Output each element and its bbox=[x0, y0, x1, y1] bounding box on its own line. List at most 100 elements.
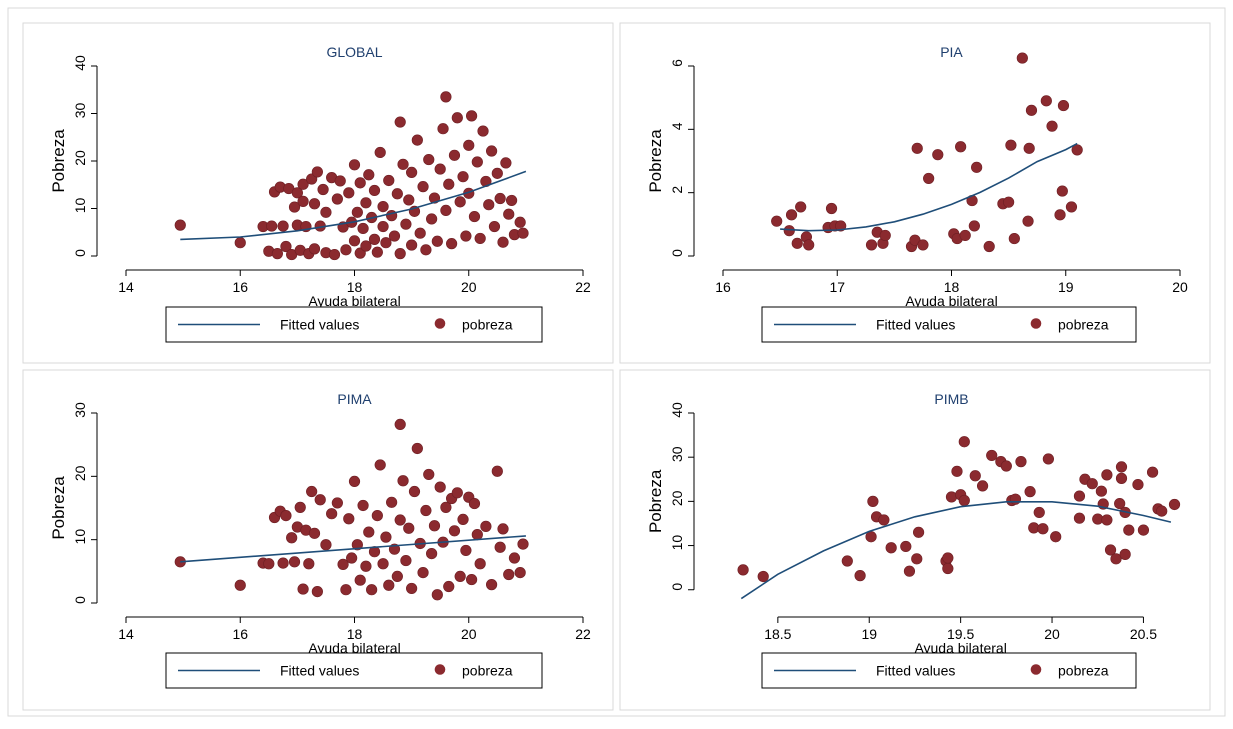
scatter-point bbox=[423, 468, 435, 481]
chart-title: GLOBAL bbox=[326, 44, 382, 60]
scatter-point bbox=[1057, 99, 1070, 112]
legend-label-pobreza: pobreza bbox=[462, 317, 513, 333]
scatter-point bbox=[431, 589, 443, 601]
scatter-point bbox=[386, 496, 398, 508]
legend-point-swatch bbox=[1030, 318, 1042, 329]
scatter-point bbox=[976, 480, 989, 492]
scatter-point bbox=[428, 192, 441, 204]
x-tick-label: 19.5 bbox=[947, 626, 974, 642]
scatter-point bbox=[443, 178, 455, 190]
scatter-point bbox=[360, 560, 372, 572]
scatter-point bbox=[434, 163, 446, 175]
scatter-point bbox=[280, 509, 292, 522]
scatter-point bbox=[288, 556, 301, 568]
scatter-point bbox=[466, 110, 478, 122]
y-tick-label: 0 bbox=[72, 249, 88, 257]
x-tick-label: 20 bbox=[1044, 626, 1060, 642]
legend-point-swatch bbox=[434, 318, 446, 329]
scatter-point bbox=[1073, 512, 1086, 524]
scatter-point bbox=[234, 579, 246, 591]
scatter-point bbox=[1046, 120, 1058, 132]
scatter-point bbox=[280, 240, 292, 253]
scatter-point bbox=[1024, 486, 1036, 498]
chart-title: PIA bbox=[940, 44, 963, 60]
scatter-point bbox=[368, 184, 381, 197]
scatter-point bbox=[420, 244, 432, 256]
scatter-point bbox=[448, 149, 461, 161]
scatter-points bbox=[771, 52, 1083, 253]
y-tick-label: 40 bbox=[72, 55, 88, 71]
scatter-point bbox=[942, 552, 954, 564]
scatter-point bbox=[878, 514, 890, 526]
scatter-point bbox=[431, 235, 443, 247]
scatter-point bbox=[514, 566, 526, 579]
scatter-point bbox=[286, 532, 298, 544]
y-tick-label: 40 bbox=[669, 402, 685, 418]
scatter-point bbox=[1054, 209, 1066, 221]
scatter-point bbox=[471, 528, 483, 541]
x-tick-label: 20 bbox=[461, 626, 477, 642]
scatter-point bbox=[363, 169, 375, 181]
y-tick-label: 20 bbox=[669, 490, 685, 506]
legend: Fitted values pobreza bbox=[761, 306, 1137, 343]
scatter-point bbox=[363, 526, 375, 538]
legend-label-pobreza: pobreza bbox=[1058, 317, 1109, 333]
scatter-point bbox=[505, 194, 518, 207]
scatter-point bbox=[1022, 215, 1034, 227]
x-tick-label: 18 bbox=[347, 626, 363, 642]
scatter-point bbox=[391, 570, 403, 583]
scatter-point bbox=[879, 229, 891, 242]
scatter-point bbox=[308, 198, 321, 210]
scatter-point bbox=[791, 237, 803, 249]
scatter-point bbox=[460, 230, 472, 242]
scatter-point bbox=[1050, 531, 1062, 543]
scatter-point bbox=[514, 216, 526, 228]
scatter-point bbox=[297, 583, 309, 595]
scatter-point bbox=[417, 566, 429, 579]
scatter-point bbox=[411, 442, 423, 455]
scatter-point bbox=[1005, 139, 1017, 151]
scatter-point bbox=[460, 544, 472, 557]
scatter-point bbox=[1033, 506, 1045, 519]
scatter-point bbox=[932, 149, 944, 161]
scatter-point bbox=[357, 499, 369, 512]
scatter-point bbox=[426, 547, 438, 560]
x-tick-label: 17 bbox=[829, 279, 845, 295]
scatter-point bbox=[1146, 466, 1159, 478]
scatter-point bbox=[508, 552, 521, 564]
scatter-point bbox=[360, 197, 372, 209]
scatter-point bbox=[958, 494, 970, 507]
x-tick-label: 22 bbox=[575, 279, 591, 295]
y-tick-label: 0 bbox=[669, 249, 685, 257]
x-tick-label: 18 bbox=[944, 279, 960, 295]
y-tick-label: 6 bbox=[669, 59, 685, 67]
y-tick-label: 2 bbox=[669, 186, 685, 194]
scatter-point bbox=[1101, 514, 1113, 526]
scatter-point bbox=[417, 181, 429, 193]
scatter-point bbox=[1123, 524, 1135, 536]
scatter-point bbox=[457, 171, 469, 183]
panel-pimb: PIMB 0 10 20 30 40 Pobreza 18.5 19 19.5 20 20.5 Ayud… bbox=[619, 369, 1211, 711]
chart-title: PIMA bbox=[337, 391, 372, 407]
scatter-point bbox=[374, 459, 386, 471]
scatter-point bbox=[320, 206, 332, 218]
y-tick-label: 10 bbox=[72, 529, 88, 545]
scatter-point bbox=[174, 219, 186, 231]
scatter-point bbox=[234, 237, 246, 249]
scatter-point bbox=[446, 238, 458, 250]
scatter-point bbox=[917, 239, 929, 251]
scatter-point bbox=[423, 153, 435, 166]
scatter-point bbox=[340, 584, 352, 596]
scatter-point bbox=[400, 218, 412, 230]
scatter-point bbox=[474, 232, 486, 245]
x-axis-label: Ayuda bilateral bbox=[308, 640, 400, 656]
scatter-point bbox=[348, 159, 361, 171]
scatter-point bbox=[277, 220, 289, 232]
scatter-point bbox=[451, 487, 463, 499]
legend-label-fitted: Fitted values bbox=[876, 663, 955, 679]
scatter-point bbox=[357, 222, 369, 235]
scatter-point bbox=[308, 243, 321, 255]
x-axis-label: Ayuda bilateral bbox=[905, 293, 997, 309]
scatter-point bbox=[491, 465, 503, 477]
scatter-point bbox=[380, 531, 392, 543]
